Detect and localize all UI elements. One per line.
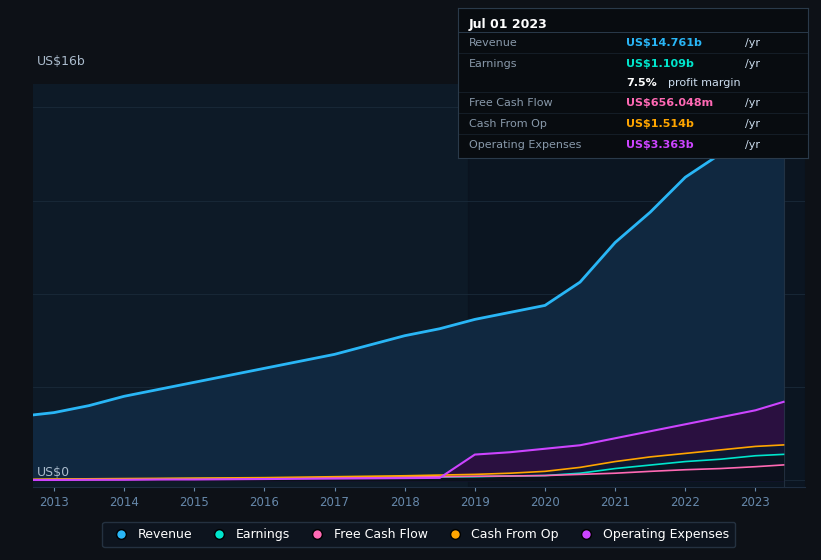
Text: Free Cash Flow: Free Cash Flow: [469, 98, 553, 108]
Text: /yr: /yr: [745, 59, 760, 69]
Text: Operating Expenses: Operating Expenses: [469, 140, 581, 150]
Text: US$1.514b: US$1.514b: [626, 119, 694, 129]
Text: /yr: /yr: [745, 140, 760, 150]
Text: US$14.761b: US$14.761b: [626, 38, 702, 48]
Text: US$656.048m: US$656.048m: [626, 98, 713, 108]
Text: US$16b: US$16b: [37, 55, 85, 68]
Text: Cash From Op: Cash From Op: [469, 119, 547, 129]
Text: US$1.109b: US$1.109b: [626, 59, 694, 69]
Text: 7.5%: 7.5%: [626, 78, 657, 88]
Text: US$3.363b: US$3.363b: [626, 140, 694, 150]
Text: profit margin: profit margin: [668, 78, 741, 88]
Text: /yr: /yr: [745, 119, 760, 129]
Text: US$0: US$0: [37, 466, 70, 479]
Text: Earnings: Earnings: [469, 59, 517, 69]
Text: /yr: /yr: [745, 38, 760, 48]
Text: Revenue: Revenue: [469, 38, 517, 48]
Text: Jul 01 2023: Jul 01 2023: [469, 18, 548, 31]
Text: /yr: /yr: [745, 98, 760, 108]
Bar: [468, 84, 805, 487]
Legend: Revenue, Earnings, Free Cash Flow, Cash From Op, Operating Expenses: Revenue, Earnings, Free Cash Flow, Cash …: [103, 522, 735, 548]
